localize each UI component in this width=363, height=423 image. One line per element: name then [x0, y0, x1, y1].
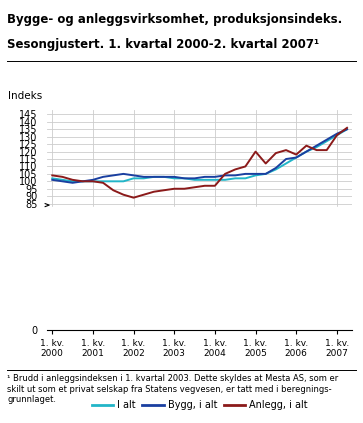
Text: Bygge- og anleggsvirksomhet, produksjonsindeks.: Bygge- og anleggsvirksomhet, produksjons… — [7, 13, 343, 26]
Legend: I alt, Bygg, i alt, Anlegg, i alt: I alt, Bygg, i alt, Anlegg, i alt — [87, 396, 312, 414]
Text: ¹ Brudd i anleggsindeksen i 1. kvartal 2003. Dette skyldes at Mesta AS, som er
s: ¹ Brudd i anleggsindeksen i 1. kvartal 2… — [7, 374, 339, 404]
Text: Indeks: Indeks — [8, 91, 42, 101]
Text: Sesongjustert. 1. kvartal 2000-2. kvartal 2007¹: Sesongjustert. 1. kvartal 2000-2. kvarta… — [7, 38, 319, 51]
